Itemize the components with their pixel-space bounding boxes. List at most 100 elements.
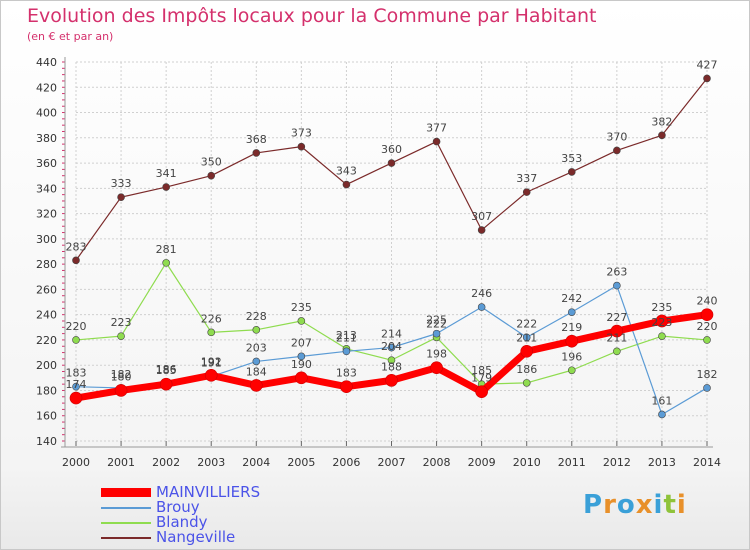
y-tick-label: 420 [36,81,57,94]
data-label: 353 [561,152,582,165]
logo-letter: i [676,490,687,520]
data-point [613,347,621,356]
legend-label: MAINVILLIERS [156,483,261,501]
data-label: 242 [561,292,582,305]
data-label: 179 [471,372,492,385]
x-tick-label: 2013 [648,456,676,469]
y-tick-label: 300 [36,233,57,246]
data-point [297,317,306,325]
legend-label: Brouy [156,498,200,516]
data-label: 186 [156,363,177,376]
data-label: 382 [651,115,672,128]
legend-label: Blandy [156,513,208,531]
y-tick-label: 180 [36,384,57,397]
data-point [207,328,216,337]
x-tick-label: 2009 [468,456,496,469]
data-point [207,171,216,180]
data-point [387,159,396,167]
data-label: 222 [516,317,537,330]
data-labels: 283 333 341 350 368 373 343 360 377 307 337 353 370 3… [66,58,718,407]
data-point [162,183,170,191]
y-tick-label: 320 [36,208,57,221]
data-label: 281 [156,243,177,256]
data-point [252,357,261,366]
x-tick-label: 2010 [513,456,541,469]
x-tick-label: 2003 [197,456,225,469]
data-label: 283 [66,240,87,253]
data-point [658,131,666,140]
data-label: 185 [156,364,177,377]
data-point [69,391,83,405]
data-point [522,379,531,387]
data-label: 226 [201,312,222,325]
data-point [430,361,443,375]
data-label: 223 [111,316,132,329]
data-label: 223 [651,316,672,329]
data-point [72,382,80,391]
data-label: 192 [201,355,222,368]
data-point [700,308,714,321]
data-point [658,410,666,419]
data-point [387,356,396,364]
x-tick-label: 2014 [693,456,721,469]
data-label: 198 [426,348,447,361]
data-point [249,379,263,392]
y-tick-label: 380 [36,132,57,145]
axes: 140 160 180 200 220 240 260 280 300 320 340 360 380 4… [36,56,721,469]
data-point [72,336,80,344]
y-tick-label: 360 [36,157,57,170]
data-label: 207 [291,336,312,349]
data-point [477,226,486,234]
y-tick-label: 440 [36,56,57,69]
data-label: 183 [66,367,87,380]
data-label: 370 [606,130,627,143]
data-label: 186 [516,363,537,376]
data-point [613,281,621,290]
data-label: 211 [336,331,357,344]
data-label: 174 [66,378,87,391]
data-point [703,74,711,83]
series-lines [69,74,714,419]
data-label: 190 [291,358,312,371]
data-point [340,380,353,393]
data-point [252,149,261,157]
y-tick-label: 260 [36,283,57,296]
legend: MAINVILLIERS Brouy Blandy Nangeville [101,485,260,545]
data-label: 191 [201,357,222,370]
chart-subtitle: (en € et par an) [27,30,114,43]
data-label: 343 [336,165,357,178]
data-label: 219 [561,321,582,334]
legend-item: Blandy [101,515,260,530]
y-tick-label: 240 [36,309,57,322]
y-tick-label: 220 [36,334,57,347]
data-label: 204 [381,340,402,353]
data-point [703,336,711,344]
data-point [477,303,486,311]
data-label: 227 [606,311,627,324]
data-point [567,308,576,316]
data-point [475,385,488,399]
x-tick-label: 2004 [242,456,270,469]
data-label: 214 [381,328,402,341]
data-point [387,343,396,352]
x-tick-label: 2011 [558,456,586,469]
legend-swatch [101,488,151,497]
data-label: 246 [471,287,492,300]
data-point [117,332,125,340]
data-point [522,188,531,196]
logo-letter: o [616,490,636,520]
data-point [567,366,576,375]
y-tick-label: 140 [36,435,57,448]
data-point [520,345,534,358]
x-tick-label: 2008 [423,456,451,469]
data-label: 196 [561,350,582,363]
data-point [565,334,579,348]
logo-letter: P [583,490,604,520]
data-point [72,256,80,265]
data-point [610,324,624,338]
data-label: 188 [381,360,402,373]
data-label: 222 [426,317,447,330]
logo-letter: x [635,490,654,520]
legend-swatch [101,536,151,539]
data-label: 360 [381,143,402,156]
